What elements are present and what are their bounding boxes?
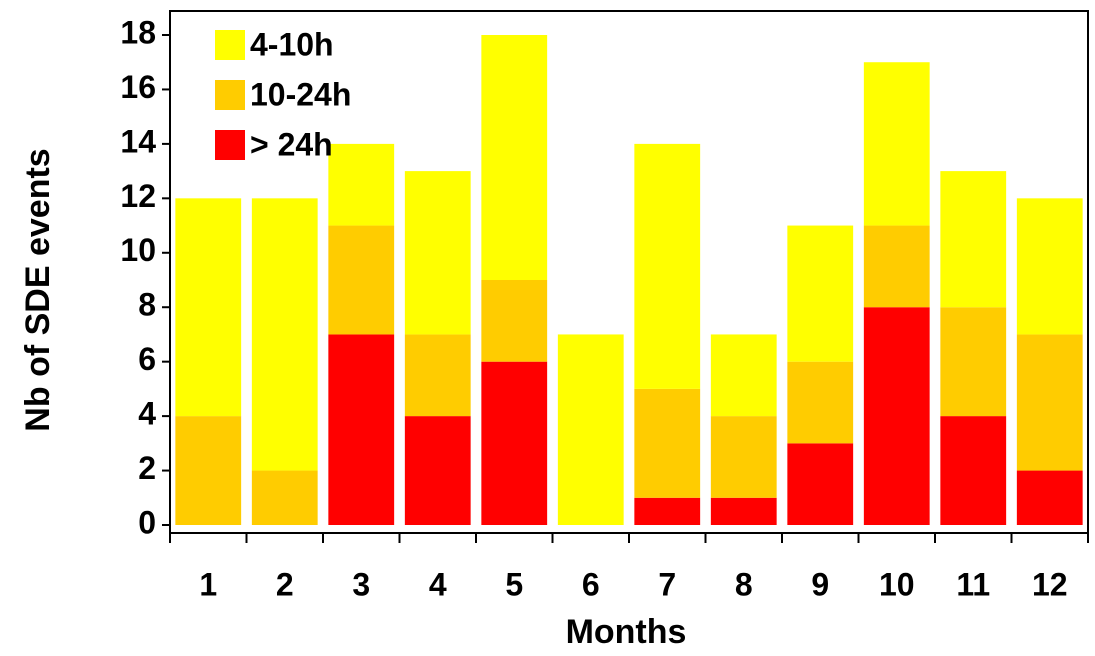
bar-segment bbox=[1017, 334, 1083, 470]
bar-segment bbox=[940, 307, 1006, 416]
y-tick-label: 18 bbox=[120, 14, 156, 50]
bar-segment bbox=[787, 226, 853, 362]
y-axis-title: Nb of SDE events bbox=[19, 148, 57, 431]
x-tick-label: 5 bbox=[505, 566, 523, 602]
y-tick-label: 16 bbox=[120, 69, 156, 105]
x-tick-label: 9 bbox=[811, 566, 829, 602]
bar-segment bbox=[252, 471, 318, 525]
bar-segment bbox=[405, 171, 471, 334]
bar-segment bbox=[328, 334, 394, 525]
chart: Months Nb of SDE events 0246810121416181… bbox=[0, 0, 1095, 656]
x-tick-label: 1 bbox=[199, 566, 217, 602]
legend-label: > 24h bbox=[250, 126, 333, 162]
bar-segment bbox=[864, 307, 930, 525]
y-tick-label: 12 bbox=[120, 178, 156, 214]
x-tick-label: 10 bbox=[879, 566, 915, 602]
x-tick-label: 11 bbox=[956, 566, 990, 602]
bar-segment bbox=[634, 144, 700, 389]
bar-segment bbox=[252, 198, 318, 470]
y-tick-label: 6 bbox=[138, 341, 156, 377]
bar-segment bbox=[405, 416, 471, 525]
y-tick-label: 0 bbox=[138, 504, 156, 540]
bar-segment bbox=[711, 334, 777, 416]
x-tick-label: 6 bbox=[582, 566, 600, 602]
x-tick-label: 8 bbox=[735, 566, 753, 602]
y-tick-label: 10 bbox=[120, 232, 156, 268]
legend-swatch bbox=[215, 80, 245, 110]
bar-segment bbox=[864, 226, 930, 308]
bar-segment bbox=[405, 334, 471, 416]
legend-label: 4-10h bbox=[250, 26, 334, 62]
y-tick-label: 2 bbox=[138, 450, 156, 486]
bar-segment bbox=[1017, 471, 1083, 525]
bar-segment bbox=[328, 226, 394, 335]
x-tick-label: 4 bbox=[429, 566, 447, 602]
bar-segment bbox=[940, 171, 1006, 307]
bar-segment bbox=[787, 362, 853, 444]
x-tick-label: 12 bbox=[1032, 566, 1068, 602]
bar-segment bbox=[864, 62, 930, 225]
bar-segment bbox=[787, 443, 853, 525]
bar-segment bbox=[711, 498, 777, 525]
bar-segment bbox=[1017, 198, 1083, 334]
bar-segment bbox=[940, 416, 1006, 525]
bar-segment bbox=[175, 198, 241, 416]
bar-segment bbox=[634, 389, 700, 498]
y-tick-label: 14 bbox=[120, 123, 156, 159]
bar-segment bbox=[328, 144, 394, 226]
bar-segment bbox=[481, 35, 547, 280]
legend-swatch bbox=[215, 130, 245, 160]
y-tick-label: 8 bbox=[138, 287, 156, 323]
bar-segment bbox=[481, 280, 547, 362]
bar-segment bbox=[634, 498, 700, 525]
bar-segment bbox=[711, 416, 777, 498]
bar-segment bbox=[558, 334, 624, 525]
x-axis-title: Months bbox=[566, 613, 687, 651]
legend-label: 10-24h bbox=[250, 76, 351, 112]
bar-segment bbox=[175, 416, 241, 525]
x-tick-label: 3 bbox=[352, 566, 370, 602]
x-tick-label: 7 bbox=[658, 566, 676, 602]
x-tick-label: 2 bbox=[276, 566, 294, 602]
bar-segment bbox=[481, 362, 547, 525]
legend-swatch bbox=[215, 30, 245, 60]
y-tick-label: 4 bbox=[138, 396, 156, 432]
